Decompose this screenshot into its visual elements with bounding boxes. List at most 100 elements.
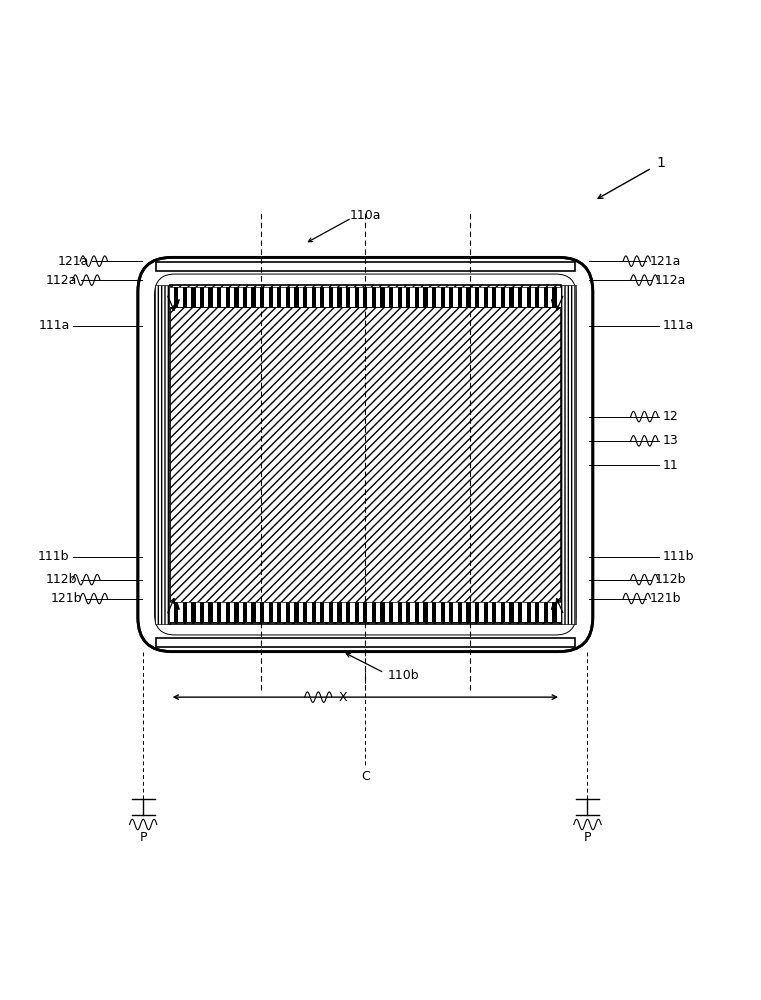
Bar <box>282 602 286 622</box>
Bar <box>548 287 552 307</box>
Bar <box>514 287 518 307</box>
Bar <box>170 287 561 307</box>
Bar <box>170 285 561 624</box>
Bar <box>514 602 518 622</box>
Bar <box>561 285 576 624</box>
Bar <box>187 602 191 622</box>
Bar <box>238 602 243 622</box>
Bar <box>342 287 346 307</box>
Text: C: C <box>361 770 370 783</box>
Text: X: X <box>339 691 348 704</box>
Bar <box>419 287 423 307</box>
Bar <box>402 287 406 307</box>
Bar <box>436 287 441 307</box>
Text: 111a: 111a <box>38 319 69 332</box>
Bar <box>496 287 501 307</box>
Text: 12: 12 <box>663 410 678 423</box>
Bar <box>333 602 337 622</box>
Bar <box>256 287 260 307</box>
Bar <box>522 602 527 622</box>
Bar <box>154 285 170 624</box>
Bar <box>436 602 441 622</box>
Text: 110b: 110b <box>387 669 419 682</box>
Text: 111b: 111b <box>663 550 694 563</box>
Bar <box>479 602 483 622</box>
Text: 121a: 121a <box>57 255 88 268</box>
Bar <box>384 287 389 307</box>
Bar <box>213 602 217 622</box>
Text: P: P <box>584 831 591 844</box>
Bar <box>359 287 363 307</box>
Bar <box>540 602 544 622</box>
Bar <box>282 287 286 307</box>
Text: 111b: 111b <box>38 550 69 563</box>
Bar <box>556 602 561 622</box>
Text: 110a: 110a <box>349 209 381 222</box>
Bar <box>213 287 217 307</box>
Text: 112b: 112b <box>46 573 77 586</box>
Bar <box>299 287 303 307</box>
Bar <box>324 287 329 307</box>
Bar <box>531 287 535 307</box>
Bar <box>402 602 406 622</box>
Bar <box>299 602 303 622</box>
Bar <box>290 602 295 622</box>
Bar <box>428 602 432 622</box>
Bar <box>156 638 575 647</box>
Bar <box>488 602 492 622</box>
Bar <box>316 602 320 622</box>
Text: 121b: 121b <box>51 592 82 605</box>
Bar <box>342 602 346 622</box>
Text: 11: 11 <box>663 459 678 472</box>
Bar <box>556 287 561 307</box>
Bar <box>196 602 200 622</box>
Bar <box>496 602 501 622</box>
Bar <box>307 602 311 622</box>
Bar <box>540 287 544 307</box>
Text: 111a: 111a <box>663 319 694 332</box>
Bar <box>522 287 527 307</box>
Bar <box>264 602 269 622</box>
Bar <box>230 602 234 622</box>
Bar <box>548 602 552 622</box>
Bar <box>221 602 225 622</box>
Text: 1: 1 <box>657 156 665 170</box>
Bar <box>247 287 251 307</box>
Bar <box>204 287 209 307</box>
Bar <box>264 287 269 307</box>
Bar <box>204 602 209 622</box>
Text: 112b: 112b <box>655 573 686 586</box>
Bar <box>368 287 372 307</box>
Bar <box>376 602 380 622</box>
Bar <box>393 602 397 622</box>
Bar <box>238 287 243 307</box>
Bar <box>350 287 355 307</box>
Bar <box>410 287 415 307</box>
Bar <box>187 287 191 307</box>
Bar <box>454 287 458 307</box>
Bar <box>324 602 329 622</box>
Bar <box>393 287 397 307</box>
Bar <box>170 602 174 622</box>
Bar <box>333 287 337 307</box>
Text: 112a: 112a <box>655 274 686 287</box>
Text: 121a: 121a <box>650 255 681 268</box>
Bar <box>505 602 509 622</box>
Bar <box>531 602 535 622</box>
Bar <box>256 602 260 622</box>
Bar <box>350 602 355 622</box>
Text: 112a: 112a <box>46 274 77 287</box>
Bar <box>247 602 251 622</box>
Bar <box>428 287 432 307</box>
Bar <box>479 287 483 307</box>
Bar <box>170 287 174 307</box>
Bar <box>178 602 183 622</box>
Bar <box>445 602 449 622</box>
Bar <box>156 262 575 271</box>
Text: 13: 13 <box>663 434 678 447</box>
Bar <box>410 602 415 622</box>
Bar <box>359 602 363 622</box>
Bar <box>368 602 372 622</box>
Bar <box>290 287 295 307</box>
Text: P: P <box>139 831 147 844</box>
